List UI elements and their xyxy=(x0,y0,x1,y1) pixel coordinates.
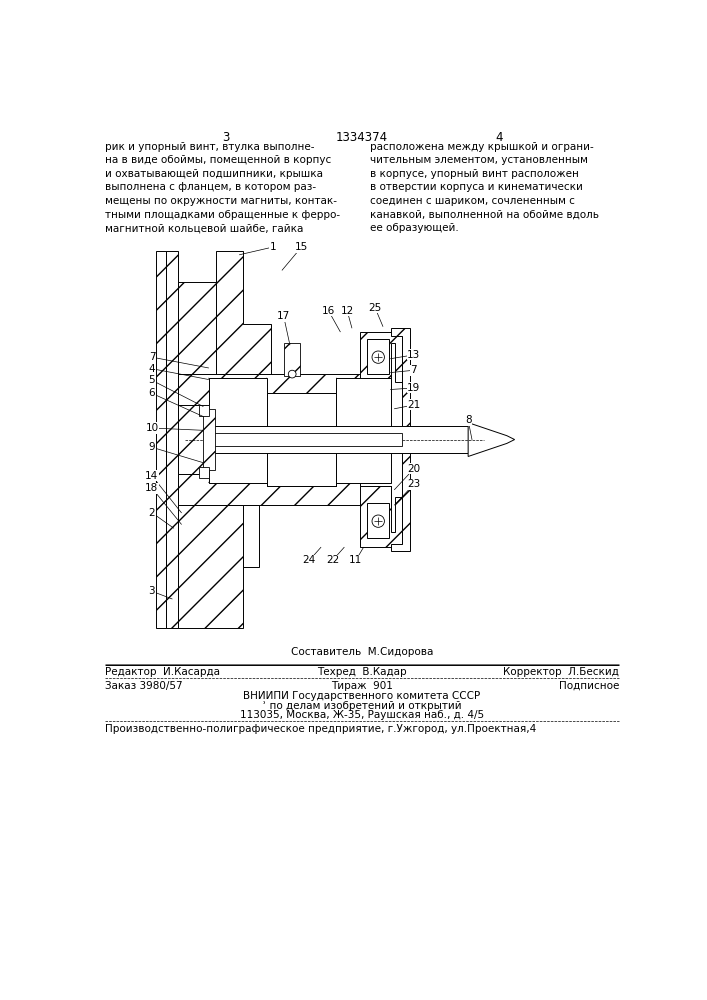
Text: 22: 22 xyxy=(326,555,339,565)
Text: 17: 17 xyxy=(277,311,291,321)
Polygon shape xyxy=(177,374,391,405)
Text: Составитель  М.Сидорова: Составитель М.Сидорова xyxy=(291,647,433,657)
Text: 24: 24 xyxy=(303,555,316,565)
Text: 7: 7 xyxy=(148,352,156,362)
Text: 11: 11 xyxy=(349,555,363,565)
Polygon shape xyxy=(177,405,209,474)
Polygon shape xyxy=(360,332,402,382)
Text: 5: 5 xyxy=(148,375,156,385)
Bar xyxy=(209,426,468,453)
Polygon shape xyxy=(177,474,391,505)
Text: 19: 19 xyxy=(407,383,421,393)
Bar xyxy=(284,343,300,376)
Text: 6: 6 xyxy=(148,388,156,398)
Polygon shape xyxy=(468,423,515,456)
Text: 2: 2 xyxy=(148,508,156,518)
Circle shape xyxy=(372,351,385,363)
Text: 3: 3 xyxy=(222,131,229,144)
Bar xyxy=(199,466,209,478)
Polygon shape xyxy=(209,378,267,430)
Polygon shape xyxy=(337,430,391,483)
Bar xyxy=(368,339,389,374)
Bar xyxy=(368,503,389,538)
Text: Корректор  Л.Бескид: Корректор Л.Бескид xyxy=(503,667,619,677)
Polygon shape xyxy=(177,282,216,374)
Text: 8: 8 xyxy=(464,415,472,425)
Polygon shape xyxy=(177,505,243,628)
Text: 23: 23 xyxy=(407,479,421,489)
Bar xyxy=(146,242,526,642)
Text: 13: 13 xyxy=(407,350,421,360)
Text: 4: 4 xyxy=(496,131,503,144)
Text: 3: 3 xyxy=(148,586,156,596)
Polygon shape xyxy=(337,378,391,430)
Text: Тираж  901: Тираж 901 xyxy=(331,681,393,691)
Text: Заказ 3980/57: Заказ 3980/57 xyxy=(105,681,183,691)
Text: 18: 18 xyxy=(146,483,158,493)
Polygon shape xyxy=(360,486,402,547)
Text: рик и упорный винт, втулка выполне-
на в виде обоймы, помещенной в корпус
и охва: рик и упорный винт, втулка выполне- на в… xyxy=(105,142,341,233)
Polygon shape xyxy=(216,251,271,374)
Text: 10: 10 xyxy=(146,423,158,433)
Text: ʾ по делам изобретений и открытий: ʾ по делам изобретений и открытий xyxy=(262,701,461,711)
Bar xyxy=(199,405,209,416)
Text: Производственно-полиграфическое предприятие, г.Ужгород, ул.Проектная,4: Производственно-полиграфическое предприя… xyxy=(105,724,537,734)
Text: 12: 12 xyxy=(341,306,354,316)
Polygon shape xyxy=(209,430,267,483)
Bar xyxy=(209,433,402,446)
Text: Подписное: Подписное xyxy=(559,681,619,691)
Text: ВНИИПИ Государственного комитета СССР: ВНИИПИ Государственного комитета СССР xyxy=(243,691,481,701)
Bar xyxy=(267,393,337,486)
Bar xyxy=(203,409,215,470)
Text: 16: 16 xyxy=(322,306,335,316)
Bar xyxy=(243,505,259,567)
Text: 9: 9 xyxy=(148,442,156,452)
Text: 15: 15 xyxy=(295,242,308,252)
Text: 4: 4 xyxy=(148,364,156,374)
Text: 14: 14 xyxy=(146,471,158,481)
Text: 20: 20 xyxy=(407,464,421,474)
Text: 1334374: 1334374 xyxy=(336,131,388,144)
Text: 25: 25 xyxy=(368,303,382,313)
Text: 21: 21 xyxy=(407,400,421,410)
Polygon shape xyxy=(391,328,410,551)
Circle shape xyxy=(288,370,296,378)
Text: 113035, Москва, Ж-35, Раушская наб., д. 4/5: 113035, Москва, Ж-35, Раушская наб., д. … xyxy=(240,710,484,720)
Text: расположена между крышкой и ограни-
чительным элементом, установленным
в корпусе: расположена между крышкой и ограни- чите… xyxy=(370,142,600,233)
Text: Редактор  И.Касарда: Редактор И.Касарда xyxy=(105,667,221,677)
Polygon shape xyxy=(156,251,166,628)
Text: 1: 1 xyxy=(269,242,276,252)
Text: 7: 7 xyxy=(411,365,417,375)
Text: Техред  В.Кадар: Техред В.Кадар xyxy=(317,667,407,677)
Circle shape xyxy=(372,515,385,527)
Polygon shape xyxy=(166,251,177,628)
